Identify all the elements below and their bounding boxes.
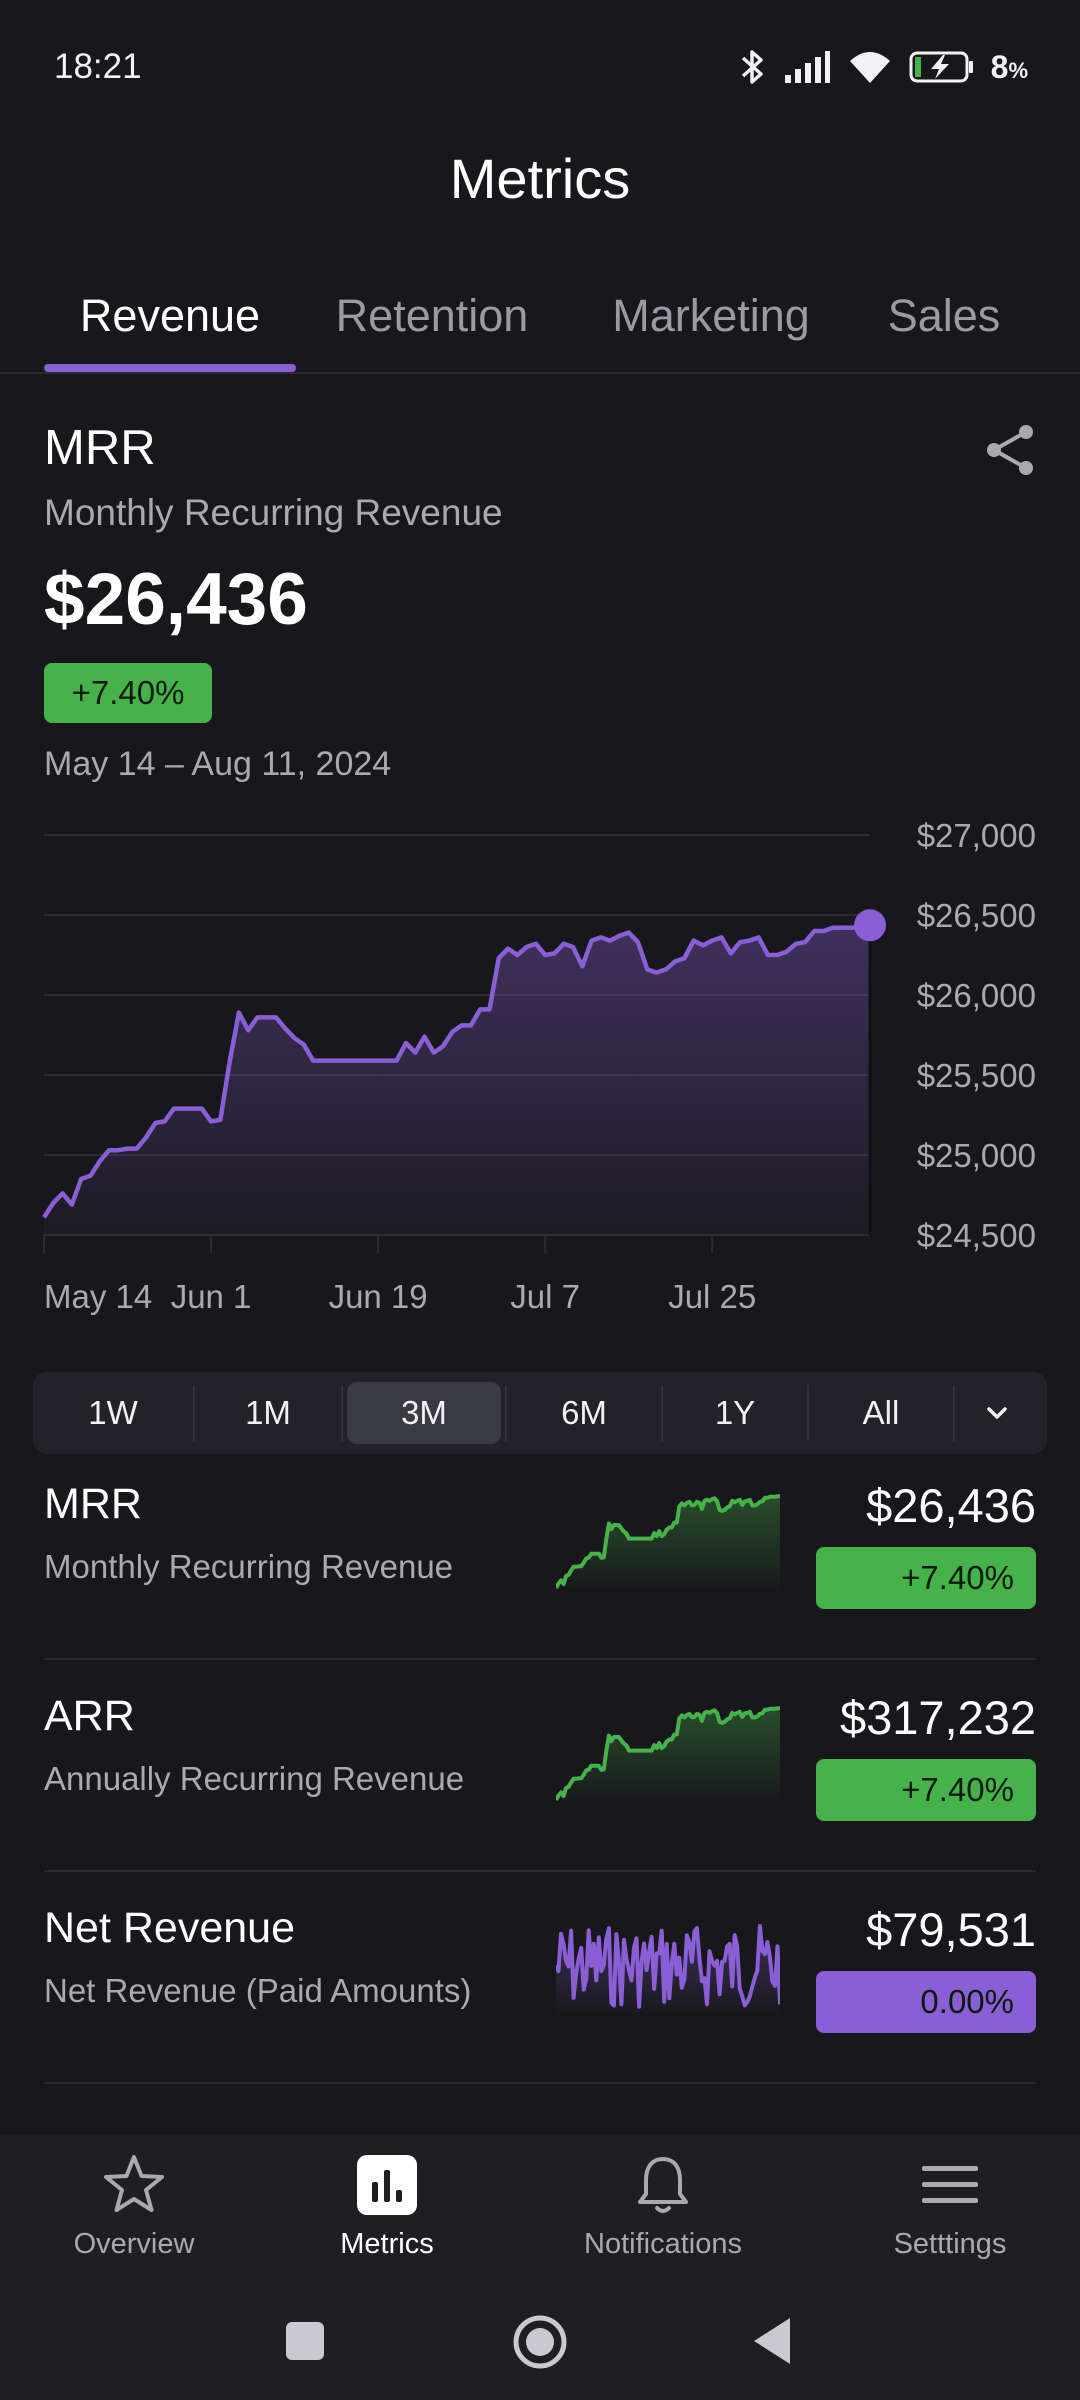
wifi-icon (849, 52, 890, 83)
share-button[interactable] (980, 420, 1040, 480)
row-subtitle: Annually Recurring Revenue (44, 1760, 465, 1797)
range-selector: 1W 1M 3M 6M 1Y All (33, 1372, 1047, 1454)
row-value: $79,531 (866, 1903, 1036, 1956)
row-title: MRR (44, 1480, 142, 1528)
sparkline (556, 1494, 780, 1592)
sparkline-fill (556, 1926, 780, 2016)
row-title: Net Revenue (44, 1904, 295, 1952)
sparkline-fill (556, 1708, 780, 1804)
back-button[interactable] (748, 2310, 798, 2370)
share-icon (987, 425, 1033, 475)
range-divider (661, 1385, 663, 1441)
row-subtitle: Monthly Recurring Revenue (44, 1548, 454, 1585)
delta-badge: +7.40% (44, 663, 212, 723)
nav-metrics[interactable]: Metrics (267, 2152, 507, 2261)
nav-label: Metrics (340, 2228, 434, 2260)
x-tick-label: Jun 19 (329, 1278, 428, 1315)
sparkline-fill (556, 1496, 780, 1592)
range-1m-button[interactable]: 1M (245, 1394, 291, 1431)
tab-bar: Revenue Retention Marketing Sales (0, 270, 1080, 374)
star-icon (104, 2155, 164, 2212)
x-tick-label: Jul 25 (668, 1278, 756, 1315)
nav-label: Overview (73, 2228, 195, 2260)
y-tick-label: $24,500 (917, 1217, 1036, 1254)
row-delta-badge: 0.00% (816, 1971, 1036, 2033)
signal-icon (784, 51, 830, 83)
range-divider (953, 1385, 955, 1441)
y-tick-label: $26,500 (917, 897, 1036, 934)
x-tick-label: Jun 1 (171, 1278, 252, 1315)
y-tick-label: $27,000 (917, 817, 1036, 854)
range-divider (807, 1385, 809, 1441)
bell-icon (638, 2157, 688, 2213)
x-tick-label: Jul 7 (510, 1278, 580, 1315)
menu-icon (922, 2166, 978, 2203)
sparkline (556, 1706, 780, 1804)
bluetooth-icon (741, 50, 763, 84)
nav-settings[interactable]: Setttings (830, 2152, 1070, 2261)
range-1y-button[interactable]: 1Y (714, 1394, 756, 1431)
range-all-button[interactable]: All (862, 1394, 900, 1431)
mrr-chart[interactable]: $27,000 $26,500 $26,000 $25,500 $25,000 $24,5… (0, 800, 1080, 1340)
active-tab-indicator (44, 364, 296, 372)
status-icons: 8% (739, 47, 1028, 87)
range-more-button[interactable] (955, 1382, 1039, 1444)
nav-overview[interactable]: Overview (14, 2152, 254, 2261)
metric-row-arr[interactable]: ARR Annually Recurring Revenue $317,232 … (44, 1660, 1036, 1872)
bar-chart-icon (357, 2155, 417, 2215)
row-delta-badge: +7.40% (816, 1547, 1036, 1609)
range-6m-button[interactable]: 6M (561, 1394, 607, 1431)
date-range: May 14 – Aug 11, 2024 (44, 745, 392, 783)
series-line (42, 923, 871, 1219)
tab-revenue[interactable]: Revenue (79, 290, 261, 341)
tab-marketing[interactable]: Marketing (612, 290, 810, 341)
range-divider (341, 1385, 343, 1441)
battery-charging-icon (909, 51, 973, 83)
recent-apps-button[interactable] (282, 2310, 328, 2370)
metric-row-mrr[interactable]: MRR Monthly Recurring Revenue $26,436 +7… (44, 1448, 1036, 1660)
home-button[interactable] (508, 2310, 572, 2370)
row-value: $26,436 (866, 1479, 1036, 1532)
range-1w-button[interactable]: 1W (88, 1394, 138, 1431)
sparkline-line (556, 1706, 780, 1801)
row-value: $317,232 (839, 1691, 1036, 1744)
bottom-nav: Overview Metrics Notifications Setttings (0, 2134, 1080, 2300)
metric-value: $26,436 (44, 559, 308, 640)
x-tick-label: May 14 (44, 1278, 152, 1315)
sparkline-line (556, 1924, 780, 2009)
tab-sales[interactable]: Sales (887, 290, 1001, 341)
last-point-marker (854, 909, 886, 942)
chevron-down-icon (987, 1407, 1007, 1419)
battery-percentage: 8% (990, 48, 1028, 85)
status-bar: 18:21 8% (0, 0, 1080, 134)
status-time: 18:21 (54, 47, 142, 86)
mrr-chart-svg: $27,000 $26,500 $26,000 $25,500 $25,000 $24,5… (42, 817, 1036, 1315)
row-delta-badge: +7.40% (816, 1759, 1036, 1821)
metric-title: MRR (44, 421, 156, 475)
nav-label: Setttings (893, 2228, 1007, 2260)
range-divider (505, 1385, 507, 1441)
page-title: Metrics (449, 147, 631, 210)
range-divider (193, 1385, 195, 1441)
row-title: ARR (44, 1692, 135, 1740)
y-tick-label: $25,500 (917, 1057, 1036, 1094)
row-subtitle: Net Revenue (Paid Amounts) (44, 1972, 472, 2009)
nav-label: Notifications (584, 2228, 742, 2260)
sparkline-line (556, 1494, 780, 1589)
system-nav-bar (0, 2300, 1080, 2400)
metric-subtitle: Monthly Recurring Revenue (44, 492, 503, 533)
sparkline (556, 1924, 780, 2016)
y-tick-label: $26,000 (917, 977, 1036, 1014)
nav-notifications[interactable]: Notifications (543, 2152, 783, 2261)
y-tick-label: $25,000 (917, 1137, 1036, 1174)
range-3m-button[interactable]: 3M (347, 1382, 501, 1444)
tab-retention[interactable]: Retention (335, 290, 529, 341)
metric-row-net-revenue[interactable]: Net Revenue Net Revenue (Paid Amounts) $… (44, 1872, 1036, 2084)
chart-area-fill (44, 925, 870, 1235)
